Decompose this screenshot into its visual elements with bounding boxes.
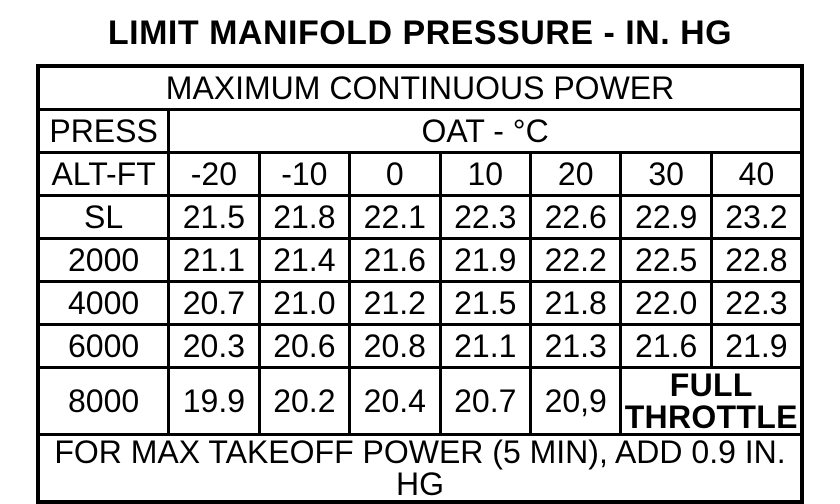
value-cell: 21.8 (257, 193, 352, 240)
value-cell: 21.4 (257, 236, 352, 283)
value-cell: 22.8 (709, 236, 804, 283)
value-cell: 21.9 (709, 322, 804, 369)
value-cell: 20,9 (528, 365, 623, 436)
temp-header: -20 (167, 150, 261, 197)
table-row: 8000 19.9 20.2 20.4 20.7 20,9 FULL THROT… (36, 365, 804, 436)
page-title: LIMIT MANIFOLD PRESSURE - IN. HG (107, 14, 733, 52)
value-cell: 22.5 (619, 236, 713, 283)
temp-header: 40 (709, 150, 804, 197)
altitude-cell: 8000 (36, 365, 171, 436)
temp-header: 0 (348, 150, 442, 197)
temp-header: 10 (438, 150, 532, 197)
value-cell: 21.0 (257, 279, 352, 326)
value-cell: 19.9 (167, 365, 261, 436)
value-cell: 21.2 (348, 279, 442, 326)
temp-header: -10 (257, 150, 352, 197)
temp-header: 30 (619, 150, 713, 197)
value-cell: 22.2 (528, 236, 623, 283)
full-throttle-cell: FULL THROTTLE (619, 365, 804, 436)
value-cell: 22.0 (619, 279, 713, 326)
table-row: SL 21.5 21.8 22.1 22.3 22.6 22.9 23.2 (36, 193, 804, 240)
value-cell: 20.2 (257, 365, 352, 436)
value-cell: 20.7 (167, 279, 261, 326)
press-header-line1: PRESS (36, 107, 171, 154)
table-row: 6000 20.3 20.6 20.8 21.1 21.3 21.6 21.9 (36, 322, 804, 369)
value-cell: 21.9 (438, 236, 532, 283)
value-cell: 21.5 (438, 279, 532, 326)
value-cell: 22.1 (348, 193, 442, 240)
press-header-line2: ALT-FT (36, 150, 171, 197)
table-footer-note: FOR MAX TAKEOFF POWER (5 MIN), ADD 0.9 I… (36, 432, 804, 503)
value-cell: 21.1 (438, 322, 532, 369)
value-cell: 21.6 (619, 322, 713, 369)
value-cell: 21.1 (167, 236, 261, 283)
value-cell: 23.2 (709, 193, 804, 240)
value-cell: 22.9 (619, 193, 713, 240)
table-row: 2000 21.1 21.4 21.6 21.9 22.2 22.5 22.8 (36, 236, 804, 283)
value-cell: 20.4 (348, 365, 442, 436)
manifold-pressure-table: MAXIMUM CONTINUOUS POWER PRESS OAT - °C … (36, 64, 804, 504)
table-subtitle: MAXIMUM CONTINUOUS POWER (36, 64, 804, 111)
value-cell: 22.6 (528, 193, 623, 240)
value-cell: 21.8 (528, 279, 623, 326)
temp-header: 20 (528, 150, 623, 197)
value-cell: 20.3 (167, 322, 261, 369)
altitude-cell: 4000 (36, 279, 171, 326)
value-cell: 20.7 (438, 365, 532, 436)
altitude-cell: SL (36, 193, 171, 240)
table-row: 4000 20.7 21.0 21.2 21.5 21.8 22.0 22.3 (36, 279, 804, 326)
altitude-cell: 2000 (36, 236, 171, 283)
value-cell: 20.8 (348, 322, 442, 369)
value-cell: 21.6 (348, 236, 442, 283)
value-cell: 22.3 (709, 279, 804, 326)
oat-header: OAT - °C (167, 107, 804, 154)
altitude-cell: 6000 (36, 322, 171, 369)
value-cell: 21.5 (167, 193, 261, 240)
value-cell: 20.6 (257, 322, 352, 369)
value-cell: 22.3 (438, 193, 532, 240)
value-cell: 21.3 (528, 322, 623, 369)
